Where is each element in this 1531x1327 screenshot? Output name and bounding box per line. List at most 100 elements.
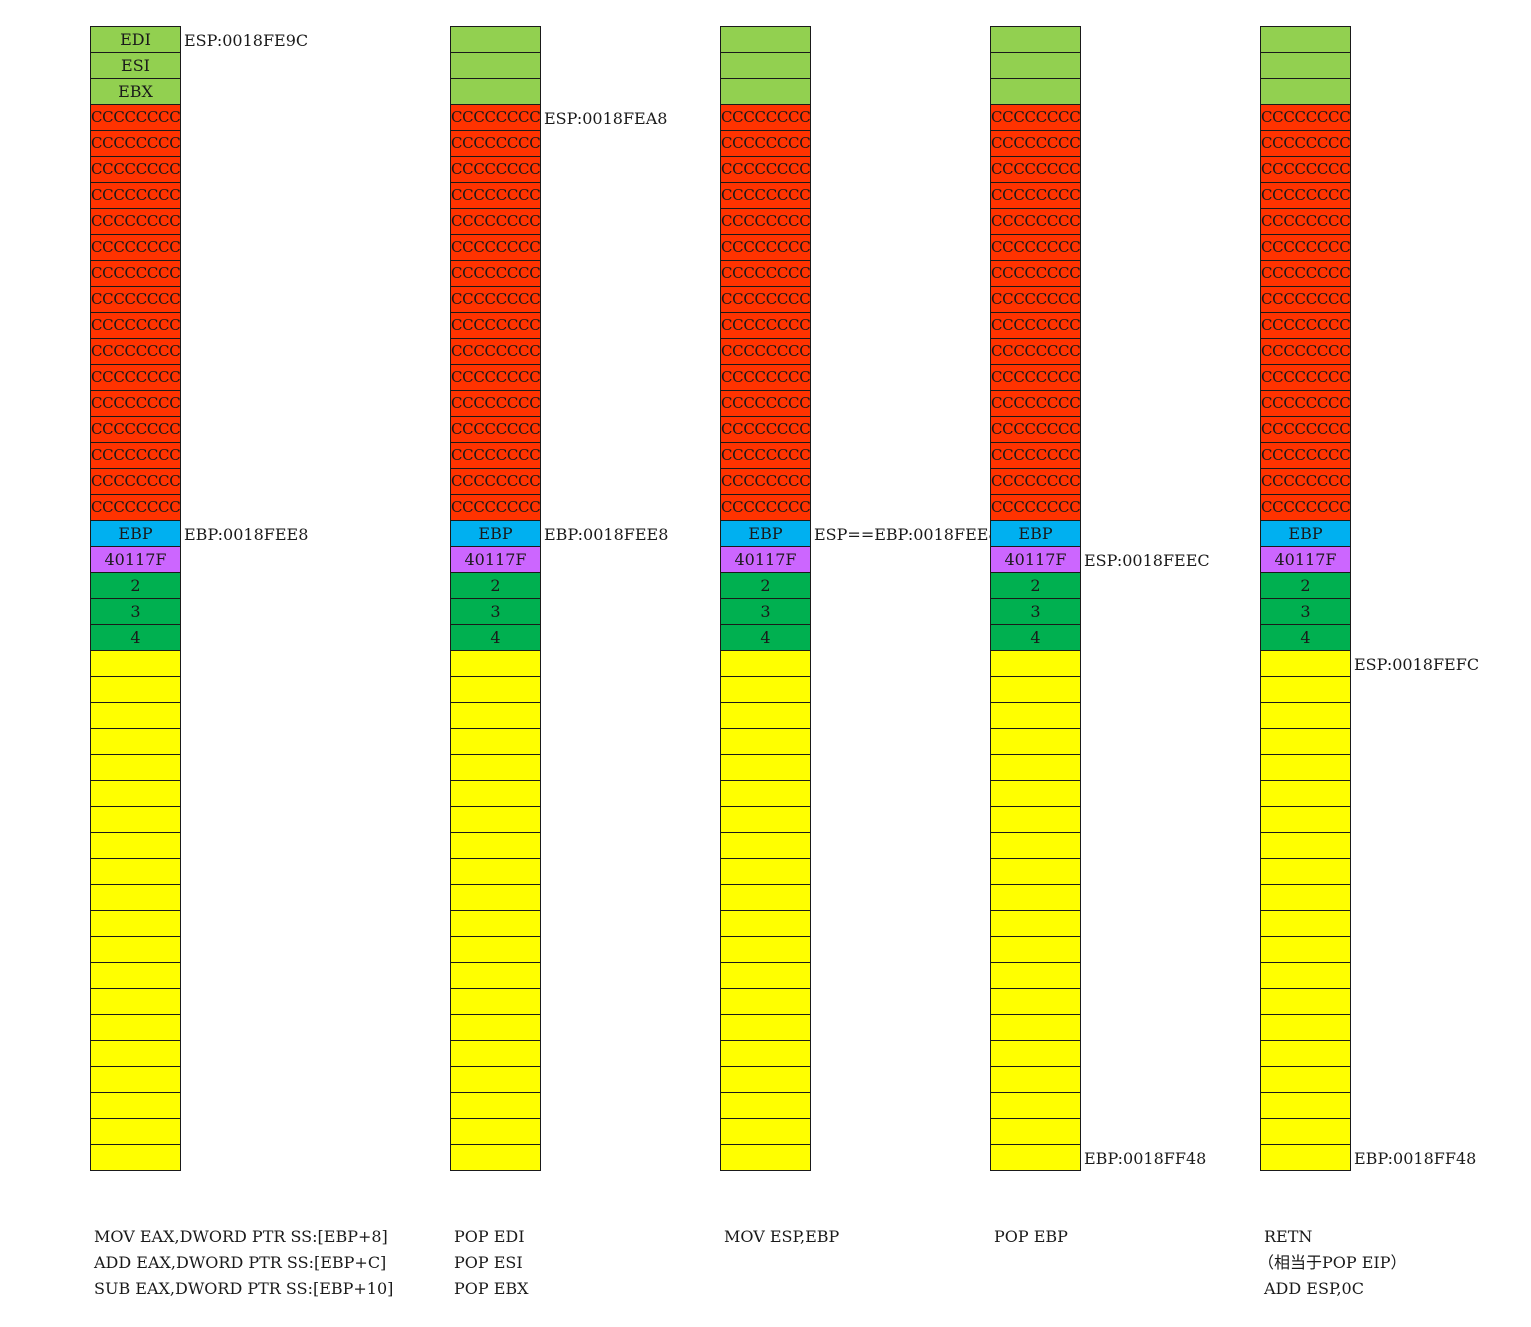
stack-slot-caller-stack — [90, 910, 181, 936]
instruction-line: RETN — [1264, 1227, 1313, 1246]
stack-slot-caller-stack — [90, 1118, 181, 1144]
stack-slot-saved-register — [450, 26, 541, 52]
stack-slot-caller-stack — [450, 650, 541, 676]
stack-slot-caller-stack — [1260, 702, 1351, 728]
stack-slot-caller-stack — [720, 1118, 811, 1144]
stack-slot-filler: CCCCCCCC — [90, 364, 181, 390]
stack-slot-caller-stack — [450, 1040, 541, 1066]
instruction-line: MOV EAX,DWORD PTR SS:[EBP+8] — [94, 1227, 388, 1246]
stack-slot-filler: CCCCCCCC — [990, 156, 1081, 182]
stack-slot-filler: CCCCCCCC — [90, 442, 181, 468]
stack-slot-caller-stack — [450, 806, 541, 832]
stack-slot-filler: CCCCCCCC — [450, 338, 541, 364]
stack-slot-caller-stack — [90, 754, 181, 780]
stack-slot-ebp-slot: EBP — [90, 520, 181, 546]
stack-slot-filler: CCCCCCCC — [450, 390, 541, 416]
stack-slot-filler: CCCCCCCC — [720, 338, 811, 364]
stack-slot-caller-stack — [720, 988, 811, 1014]
stack-slot-filler: CCCCCCCC — [990, 442, 1081, 468]
stack-slot-filler: CCCCCCCC — [1260, 494, 1351, 520]
stack-slot-caller-stack — [450, 910, 541, 936]
stack-slot-caller-stack — [720, 1092, 811, 1118]
stack-slot-saved-register — [990, 78, 1081, 104]
stack-slot-filler: CCCCCCCC — [720, 234, 811, 260]
stack-slot-caller-stack — [720, 650, 811, 676]
stack-slot-caller-stack — [1260, 1092, 1351, 1118]
instruction-line: SUB EAX,DWORD PTR SS:[EBP+10] — [94, 1279, 394, 1298]
stack-slot-filler: CCCCCCCC — [450, 104, 541, 130]
stack-slot-filler: CCCCCCCC — [990, 390, 1081, 416]
stack-slot-filler: CCCCCCCC — [1260, 338, 1351, 364]
stack-slot-caller-stack — [90, 1014, 181, 1040]
stack-slot-caller-stack — [90, 884, 181, 910]
stack-slot-filler: CCCCCCCC — [450, 234, 541, 260]
stack-slot-caller-stack — [450, 1066, 541, 1092]
stack-slot-argument: 4 — [720, 624, 811, 650]
stack-slot-filler: CCCCCCCC — [720, 416, 811, 442]
stack-slot-argument: 2 — [90, 572, 181, 598]
stack-slot-saved-register — [1260, 26, 1351, 52]
stack-slot-filler: CCCCCCCC — [90, 494, 181, 520]
stack-slot-caller-stack — [1260, 884, 1351, 910]
stack-slot-caller-stack — [90, 728, 181, 754]
stack-slot-filler: CCCCCCCC — [450, 416, 541, 442]
stack-slot-caller-stack — [90, 1040, 181, 1066]
register-pointer-label: EBP:0018FF48 — [1084, 1149, 1207, 1168]
stack-slot-caller-stack — [90, 676, 181, 702]
stack-slot-filler: CCCCCCCC — [720, 468, 811, 494]
stack-column-4: CCCCCCCC CCCCCCCC CCCCCCCC CCCCCCCC CCCCCCCC… — [990, 26, 1081, 1171]
stack-slot-caller-stack — [1260, 650, 1351, 676]
stack-slot-caller-stack — [720, 728, 811, 754]
instruction-line: POP ESI — [454, 1253, 523, 1272]
stack-slot-caller-stack — [720, 754, 811, 780]
stack-slot-argument: 3 — [990, 598, 1081, 624]
instruction-line: （相当于POP EIP） — [1258, 1253, 1407, 1272]
stack-slot-saved-register — [1260, 52, 1351, 78]
stack-slot-caller-stack — [450, 1118, 541, 1144]
stack-slot-caller-stack — [90, 962, 181, 988]
stack-slot-filler: CCCCCCCC — [720, 260, 811, 286]
stack-slot-caller-stack — [990, 780, 1081, 806]
stack-slot-caller-stack — [720, 910, 811, 936]
stack-slot-caller-stack — [90, 858, 181, 884]
stack-slot-caller-stack — [1260, 1040, 1351, 1066]
stack-slot-caller-stack — [990, 936, 1081, 962]
stack-slot-caller-stack — [990, 962, 1081, 988]
stack-slot-caller-stack — [1260, 728, 1351, 754]
stack-slot-filler: CCCCCCCC — [1260, 234, 1351, 260]
register-pointer-label: ESP:0018FE9C — [184, 31, 309, 50]
stack-slot-saved-register — [450, 52, 541, 78]
stack-slot-caller-stack — [1260, 988, 1351, 1014]
stack-slot-filler: CCCCCCCC — [990, 312, 1081, 338]
instruction-block: RETN （相当于POP EIP） ADD ESP,0C — [1258, 1224, 1407, 1302]
stack-slot-filler: CCCCCCCC — [450, 156, 541, 182]
stack-slot-caller-stack — [990, 988, 1081, 1014]
stack-slot-caller-stack — [450, 988, 541, 1014]
stack-slot-filler: CCCCCCCC — [450, 260, 541, 286]
stack-slot-filler: CCCCCCCC — [1260, 260, 1351, 286]
stack-slot-return-address: 40117F — [450, 546, 541, 572]
stack-slot-argument: 3 — [90, 598, 181, 624]
stack-slot-caller-stack — [90, 936, 181, 962]
stack-slot-filler: CCCCCCCC — [720, 156, 811, 182]
stack-slot-filler: CCCCCCCC — [990, 104, 1081, 130]
stack-slot-saved-register — [990, 26, 1081, 52]
stack-slot-filler: CCCCCCCC — [90, 234, 181, 260]
stack-slot-filler: CCCCCCCC — [90, 286, 181, 312]
stack-column-3: CCCCCCCC CCCCCCCC CCCCCCCC CCCCCCCC CCCCCCCC… — [720, 26, 811, 1171]
stack-slot-caller-stack — [450, 676, 541, 702]
stack-slot-saved-register: EDI — [90, 26, 181, 52]
stack-slot-caller-stack — [990, 1092, 1081, 1118]
stack-slot-caller-stack — [720, 884, 811, 910]
stack-slot-filler: CCCCCCCC — [90, 156, 181, 182]
instruction-block: POP EBP — [994, 1224, 1068, 1250]
stack-slot-argument: 4 — [1260, 624, 1351, 650]
stack-slot-filler: CCCCCCCC — [450, 208, 541, 234]
stack-slot-filler: CCCCCCCC — [90, 260, 181, 286]
stack-slot-saved-register — [1260, 78, 1351, 104]
stack-slot-caller-stack — [1260, 754, 1351, 780]
stack-slot-caller-stack — [1260, 1066, 1351, 1092]
stack-slot-caller-stack — [1260, 910, 1351, 936]
stack-slot-filler: CCCCCCCC — [720, 130, 811, 156]
